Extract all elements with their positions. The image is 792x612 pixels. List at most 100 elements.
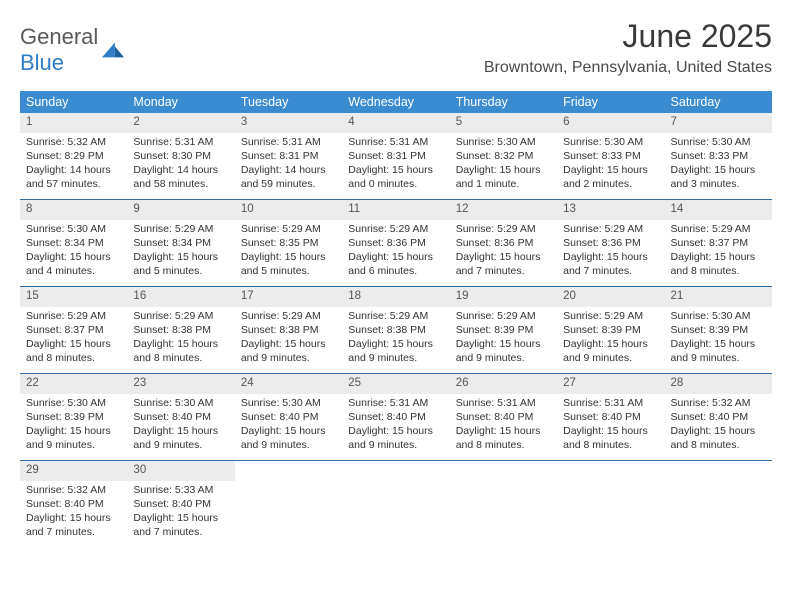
day-cell: 20Sunrise: 5:29 AMSunset: 8:39 PMDayligh…: [557, 287, 664, 373]
day-line: Sunset: 8:35 PM: [241, 236, 336, 250]
day-line: Daylight: 15 hours: [133, 250, 228, 264]
day-body: Sunrise: 5:29 AMSunset: 8:36 PMDaylight:…: [557, 220, 664, 283]
day-number: 11: [342, 200, 449, 220]
day-line: Sunrise: 5:32 AM: [26, 135, 121, 149]
day-line: Sunrise: 5:29 AM: [671, 222, 766, 236]
day-number: 27: [557, 374, 664, 394]
day-line: Sunrise: 5:31 AM: [348, 135, 443, 149]
day-body: Sunrise: 5:32 AMSunset: 8:29 PMDaylight:…: [20, 133, 127, 196]
day-cell: [235, 461, 342, 547]
day-cell: 14Sunrise: 5:29 AMSunset: 8:37 PMDayligh…: [665, 200, 772, 286]
day-body: Sunrise: 5:29 AMSunset: 8:36 PMDaylight:…: [342, 220, 449, 283]
day-line: and 9 minutes.: [241, 351, 336, 365]
day-line: and 8 minutes.: [26, 351, 121, 365]
day-cell: 7Sunrise: 5:30 AMSunset: 8:33 PMDaylight…: [665, 113, 772, 199]
day-line: Daylight: 15 hours: [671, 424, 766, 438]
day-cell: 17Sunrise: 5:29 AMSunset: 8:38 PMDayligh…: [235, 287, 342, 373]
day-line: Daylight: 15 hours: [241, 337, 336, 351]
day-number: 8: [20, 200, 127, 220]
day-line: Sunset: 8:39 PM: [456, 323, 551, 337]
day-line: Daylight: 15 hours: [133, 424, 228, 438]
day-line: and 7 minutes.: [133, 525, 228, 539]
day-number: 3: [235, 113, 342, 133]
day-body: Sunrise: 5:31 AMSunset: 8:31 PMDaylight:…: [342, 133, 449, 196]
day-line: Sunset: 8:34 PM: [26, 236, 121, 250]
day-line: Sunrise: 5:29 AM: [133, 222, 228, 236]
day-line: and 7 minutes.: [26, 525, 121, 539]
day-line: Sunrise: 5:30 AM: [241, 396, 336, 410]
day-cell: 9Sunrise: 5:29 AMSunset: 8:34 PMDaylight…: [127, 200, 234, 286]
day-cell: 22Sunrise: 5:30 AMSunset: 8:39 PMDayligh…: [20, 374, 127, 460]
day-cell: 13Sunrise: 5:29 AMSunset: 8:36 PMDayligh…: [557, 200, 664, 286]
day-line: and 7 minutes.: [456, 264, 551, 278]
day-header: Thursday: [450, 91, 557, 113]
day-line: Sunrise: 5:29 AM: [456, 222, 551, 236]
day-cell: 19Sunrise: 5:29 AMSunset: 8:39 PMDayligh…: [450, 287, 557, 373]
day-cell: 29Sunrise: 5:32 AMSunset: 8:40 PMDayligh…: [20, 461, 127, 547]
month-title: June 2025: [484, 18, 772, 55]
day-line: Daylight: 15 hours: [456, 250, 551, 264]
day-cell: 16Sunrise: 5:29 AMSunset: 8:38 PMDayligh…: [127, 287, 234, 373]
day-cell: 11Sunrise: 5:29 AMSunset: 8:36 PMDayligh…: [342, 200, 449, 286]
day-line: and 9 minutes.: [348, 438, 443, 452]
day-line: and 4 minutes.: [26, 264, 121, 278]
day-line: Daylight: 15 hours: [671, 163, 766, 177]
day-line: and 59 minutes.: [241, 177, 336, 191]
day-number: 13: [557, 200, 664, 220]
day-line: and 6 minutes.: [348, 264, 443, 278]
day-line: Daylight: 15 hours: [671, 250, 766, 264]
day-line: Sunset: 8:32 PM: [456, 149, 551, 163]
location-subtitle: Browntown, Pennsylvania, United States: [484, 59, 772, 77]
day-body: Sunrise: 5:30 AMSunset: 8:40 PMDaylight:…: [235, 394, 342, 457]
day-body: Sunrise: 5:31 AMSunset: 8:31 PMDaylight:…: [235, 133, 342, 196]
day-line: Sunrise: 5:30 AM: [133, 396, 228, 410]
day-line: Sunset: 8:40 PM: [563, 410, 658, 424]
day-number: 16: [127, 287, 234, 307]
day-line: and 8 minutes.: [671, 438, 766, 452]
day-number: 7: [665, 113, 772, 133]
day-header-row: SundayMondayTuesdayWednesdayThursdayFrid…: [20, 91, 772, 113]
day-line: Sunrise: 5:30 AM: [26, 396, 121, 410]
day-line: Sunrise: 5:29 AM: [563, 309, 658, 323]
day-line: and 57 minutes.: [26, 177, 121, 191]
day-number: 30: [127, 461, 234, 481]
day-line: Sunset: 8:36 PM: [563, 236, 658, 250]
day-line: Sunset: 8:33 PM: [671, 149, 766, 163]
day-body: Sunrise: 5:30 AMSunset: 8:33 PMDaylight:…: [557, 133, 664, 196]
day-line: Daylight: 15 hours: [133, 337, 228, 351]
day-line: Sunset: 8:40 PM: [133, 410, 228, 424]
day-body: Sunrise: 5:29 AMSunset: 8:38 PMDaylight:…: [342, 307, 449, 370]
day-number: 6: [557, 113, 664, 133]
day-line: Daylight: 15 hours: [26, 511, 121, 525]
day-body: Sunrise: 5:29 AMSunset: 8:38 PMDaylight:…: [235, 307, 342, 370]
day-body: Sunrise: 5:29 AMSunset: 8:39 PMDaylight:…: [557, 307, 664, 370]
day-line: Sunrise: 5:29 AM: [26, 309, 121, 323]
day-cell: 2Sunrise: 5:31 AMSunset: 8:30 PMDaylight…: [127, 113, 234, 199]
day-line: Sunrise: 5:30 AM: [563, 135, 658, 149]
day-line: and 9 minutes.: [241, 438, 336, 452]
day-line: Sunset: 8:40 PM: [133, 497, 228, 511]
day-number: 17: [235, 287, 342, 307]
day-cell: [450, 461, 557, 547]
day-body: Sunrise: 5:32 AMSunset: 8:40 PMDaylight:…: [20, 481, 127, 544]
day-line: and 9 minutes.: [133, 438, 228, 452]
day-body: Sunrise: 5:33 AMSunset: 8:40 PMDaylight:…: [127, 481, 234, 544]
day-cell: 6Sunrise: 5:30 AMSunset: 8:33 PMDaylight…: [557, 113, 664, 199]
day-line: Sunrise: 5:29 AM: [563, 222, 658, 236]
day-line: and 1 minute.: [456, 177, 551, 191]
day-cell: 15Sunrise: 5:29 AMSunset: 8:37 PMDayligh…: [20, 287, 127, 373]
day-line: Sunset: 8:38 PM: [348, 323, 443, 337]
day-number: 4: [342, 113, 449, 133]
day-line: and 7 minutes.: [563, 264, 658, 278]
day-number: 26: [450, 374, 557, 394]
day-number: 19: [450, 287, 557, 307]
day-line: Sunset: 8:40 PM: [456, 410, 551, 424]
day-line: Daylight: 15 hours: [671, 337, 766, 351]
day-line: Sunset: 8:33 PM: [563, 149, 658, 163]
day-line: and 8 minutes.: [671, 264, 766, 278]
day-line: and 9 minutes.: [26, 438, 121, 452]
day-body: Sunrise: 5:30 AMSunset: 8:40 PMDaylight:…: [127, 394, 234, 457]
day-number: 5: [450, 113, 557, 133]
day-line: Sunrise: 5:29 AM: [348, 309, 443, 323]
day-number: 28: [665, 374, 772, 394]
